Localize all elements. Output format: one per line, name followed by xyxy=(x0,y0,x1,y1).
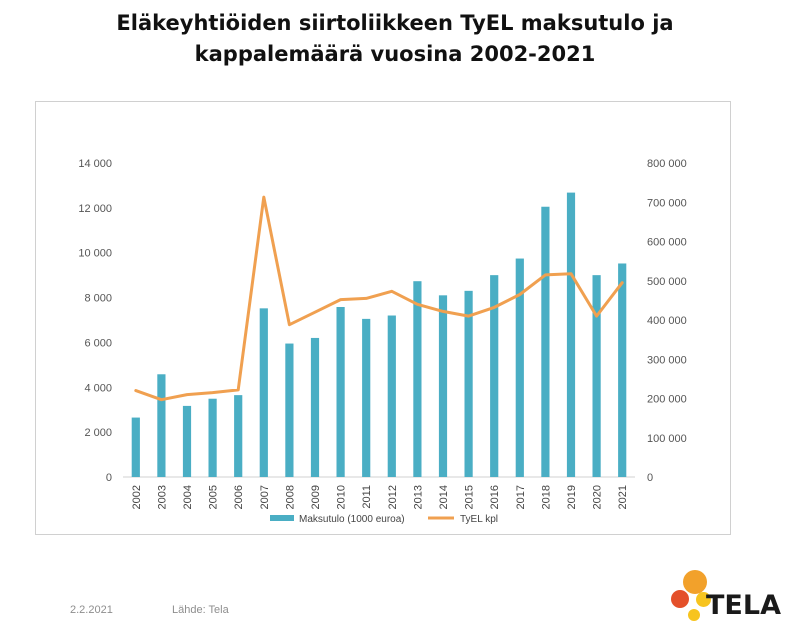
logo-text: TELA xyxy=(706,590,781,621)
x-tick-label: 2017 xyxy=(515,485,527,509)
bar xyxy=(464,290,473,477)
y-left-tick-label: 10 000 xyxy=(78,248,112,260)
x-tick-label: 2007 xyxy=(259,485,271,509)
x-tick-label: 2020 xyxy=(592,485,604,509)
logo-dot-red xyxy=(671,590,689,608)
x-tick-label: 2005 xyxy=(208,485,220,509)
bar xyxy=(592,275,601,477)
x-tick-label: 2006 xyxy=(233,485,245,509)
bar xyxy=(438,295,448,477)
x-tick-label: 2012 xyxy=(387,485,399,509)
x-tick-label: 2015 xyxy=(464,485,476,509)
y-right-tick-label: 600 000 xyxy=(647,237,687,249)
bar xyxy=(182,405,192,477)
slide-title-line-2: kappalemäärä vuosina 2002-2021 xyxy=(194,42,596,66)
x-tick-label: 2009 xyxy=(310,485,322,509)
slide-title-line-1: Eläkeyhtiöiden siirtoliikkeen TyEL maksu… xyxy=(116,11,674,35)
bar xyxy=(541,206,550,477)
bar xyxy=(490,275,499,477)
y-right-tick-label: 500 000 xyxy=(647,276,687,288)
x-tick-label: 2019 xyxy=(566,485,578,509)
combo-chart: 0 2 000 4 000 6 000 8 000 10 000 12 000 14 000 0… xyxy=(78,158,687,525)
bar xyxy=(259,308,268,477)
bar xyxy=(413,281,422,477)
bar xyxy=(566,192,576,477)
y-left-tick-label: 0 xyxy=(106,472,112,484)
legend-label-tyel-kpl: TyEL kpl xyxy=(460,514,498,525)
y-right-tick-label: 0 xyxy=(647,472,653,484)
x-tick-label: 2018 xyxy=(540,485,552,509)
bar xyxy=(515,258,524,477)
bar xyxy=(310,337,320,477)
y-left-tick-label: 12 000 xyxy=(78,203,112,215)
x-tick-label: 2016 xyxy=(489,485,501,509)
y-left-tick-label: 14 000 xyxy=(78,158,112,170)
series-line-tyel-kpl xyxy=(134,195,624,402)
x-tick-label: 2021 xyxy=(617,485,629,509)
legend-swatch-maksutulo xyxy=(270,515,294,521)
x-tick-label: 2003 xyxy=(156,485,168,509)
bar xyxy=(131,417,140,477)
bar xyxy=(618,263,627,477)
y-left-tick-label: 8 000 xyxy=(84,293,112,305)
x-tick-label: 2014 xyxy=(438,485,450,509)
bar xyxy=(157,374,166,477)
bar xyxy=(362,318,371,477)
chart-frame: 0 2 000 4 000 6 000 8 000 10 000 12 000 14 000 0… xyxy=(35,101,731,535)
bar xyxy=(234,395,243,477)
y-right-tick-label: 700 000 xyxy=(647,197,687,209)
legend-label-maksutulo: Maksutulo (1000 euroa) xyxy=(299,514,405,525)
bar xyxy=(336,306,345,477)
x-tick-label: 2010 xyxy=(336,485,348,509)
bar xyxy=(208,398,217,477)
tela-logo: TELA xyxy=(668,568,781,628)
bar xyxy=(387,315,396,477)
x-tick-label: 2013 xyxy=(412,485,424,509)
logo-dot-yellow xyxy=(696,592,711,607)
y-right-tick-label: 800 000 xyxy=(647,158,687,170)
y-left-tick-label: 4 000 xyxy=(84,382,112,394)
y-right-tick-label: 300 000 xyxy=(647,354,687,366)
bar xyxy=(285,343,294,477)
logo-dot-orange xyxy=(683,570,707,594)
slide-title: Eläkeyhtiöiden siirtoliikkeen TyEL maksu… xyxy=(0,8,790,70)
x-tick-label: 2004 xyxy=(182,485,194,509)
footer-source: Lähde: Tela xyxy=(172,604,229,616)
logo-dot-small-yellow xyxy=(688,609,700,621)
y-left-tick-label: 2 000 xyxy=(84,427,112,439)
footer-date: 2.2.2021 xyxy=(70,604,113,616)
y-left-tick-label: 6 000 xyxy=(84,337,112,349)
x-tick-label: 2002 xyxy=(131,485,143,509)
x-tick-label: 2011 xyxy=(361,485,373,509)
y-right-tick-label: 100 000 xyxy=(647,433,687,445)
y-right-tick-label: 400 000 xyxy=(647,315,687,327)
y-right-tick-label: 200 000 xyxy=(647,394,687,406)
x-tick-label: 2008 xyxy=(284,485,296,509)
